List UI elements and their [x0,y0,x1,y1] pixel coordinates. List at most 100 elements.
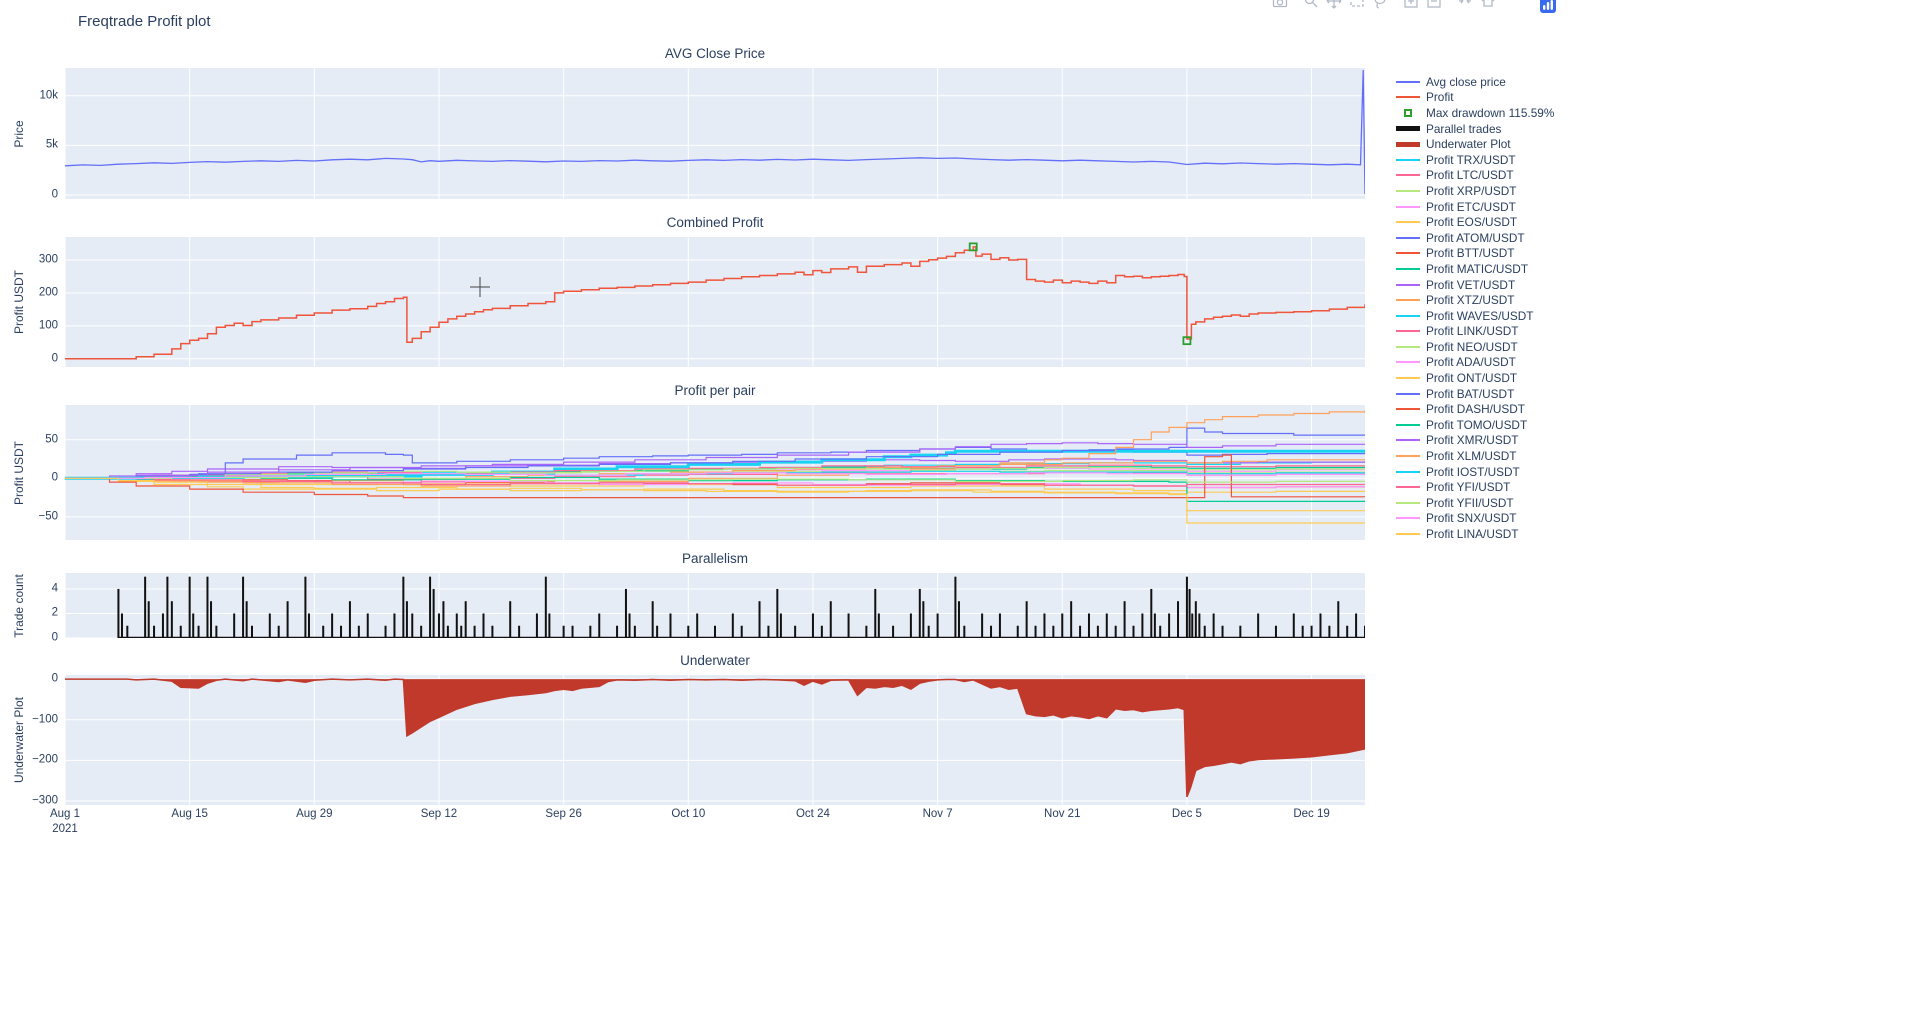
series-profit-xmr-usdt [65,442,1365,479]
subplot-0-plot-area[interactable] [65,68,1365,199]
y-tick-label: 200 [38,286,58,299]
line-swatch [1396,470,1420,473]
legend-label: Profit VET/USDT [1426,277,1516,292]
legend-item-profit-link-usdt[interactable]: Profit LINK/USDT [1396,324,1554,340]
legend-label: Profit BTT/USDT [1426,246,1515,261]
x-tick-label: Nov 7 [922,808,953,820]
legend-item-profit-ltc-usdt[interactable]: Profit LTC/USDT [1396,168,1554,184]
line-swatch [1396,533,1420,536]
zoom-icon[interactable] [1303,0,1319,14]
line-swatch [1396,126,1420,132]
y-tick-label: 4 [51,582,58,595]
legend-item-profit-ont-usdt[interactable]: Profit ONT/USDT [1396,370,1554,386]
max-drawdown-marker [968,242,978,252]
reset-axes-icon[interactable] [1480,0,1496,14]
line-swatch [1396,80,1420,83]
legend-item-avg-close-price[interactable]: Avg close price [1396,74,1554,90]
download-plot-icon[interactable] [1272,0,1288,14]
y-tick-label: −200 [32,753,58,766]
legend-label: Profit XRP/USDT [1426,183,1517,198]
legend-item-profit-etc-usdt[interactable]: Profit ETC/USDT [1396,199,1554,215]
subplot-title-underwater: Underwater [680,653,750,668]
legend-label: Profit TRX/USDT [1426,152,1516,167]
legend-label: Profit NEO/USDT [1426,339,1518,354]
x-tick-label: Oct 10 [671,808,706,820]
legend-item-parallel-trades[interactable]: Parallel trades [1396,121,1554,137]
legend-item-profit-yfii-usdt[interactable]: Profit YFII/USDT [1396,495,1554,511]
series-avg-close-price [65,69,1365,195]
lasso-select-icon[interactable] [1372,0,1388,14]
subplot-4-canvas[interactable] [65,675,1365,805]
legend-item-profit-xtz-usdt[interactable]: Profit XTZ/USDT [1396,292,1554,308]
series-profit-yfi-usdt [65,477,1365,487]
subplot-3-canvas[interactable] [65,573,1365,638]
legend-item-profit-neo-usdt[interactable]: Profit NEO/USDT [1396,339,1554,355]
subplot-title-combined-profit: Combined Profit [666,215,764,230]
legend-item-profit-lina-usdt[interactable]: Profit LINA/USDT [1396,526,1554,542]
legend-item-profit-xrp-usdt[interactable]: Profit XRP/USDT [1396,183,1554,199]
y-tick-label: 5k [45,138,58,151]
legend-item-profit-btt-usdt[interactable]: Profit BTT/USDT [1396,246,1554,262]
legend-item-profit-eos-usdt[interactable]: Profit EOS/USDT [1396,214,1554,230]
subplot-4-plot-area[interactable] [65,675,1365,805]
legend-item-profit-xlm-usdt[interactable]: Profit XLM/USDT [1396,448,1554,464]
line-swatch [1396,392,1420,395]
subplot-1-canvas[interactable] [65,237,1365,367]
legend-item-profit-xmr-usdt[interactable]: Profit XMR/USDT [1396,433,1554,449]
y-tick-label: 50 [45,433,58,446]
markers-max-drawdown-115-59 [968,242,1192,346]
line-swatch [1396,267,1420,270]
legend-item-profit-bat-usdt[interactable]: Profit BAT/USDT [1396,386,1554,402]
y-tick-label: 0 [51,471,58,484]
zoom-in-icon[interactable] [1403,0,1419,14]
legend-label: Profit ETC/USDT [1426,199,1516,214]
legend-item-profit-yfi-usdt[interactable]: Profit YFI/USDT [1396,479,1554,495]
line-swatch [1396,408,1420,411]
autoscale-icon[interactable] [1457,0,1473,14]
box-select-icon[interactable] [1349,0,1365,14]
legend-label: Profit [1426,90,1454,105]
line-swatch [1396,345,1420,348]
legend-item-profit-dash-usdt[interactable]: Profit DASH/USDT [1396,401,1554,417]
subplot-2-plot-area[interactable] [65,405,1365,540]
line-swatch [1396,299,1420,302]
legend-item-profit-matic-usdt[interactable]: Profit MATIC/USDT [1396,261,1554,277]
line-swatch [1396,96,1420,99]
subplot-1-plot-area[interactable] [65,237,1365,367]
line-swatch [1396,174,1420,177]
legend-item-profit-snx-usdt[interactable]: Profit SNX/USDT [1396,511,1554,527]
legend-label: Profit BAT/USDT [1426,386,1515,401]
pan-icon[interactable] [1326,0,1342,14]
series-profit-snx-usdt [65,472,1365,479]
y-tick-label: −100 [32,713,58,726]
legend-item-profit-vet-usdt[interactable]: Profit VET/USDT [1396,277,1554,293]
legend-item-profit-waves-usdt[interactable]: Profit WAVES/USDT [1396,308,1554,324]
legend-item-profit-iost-usdt[interactable]: Profit IOST/USDT [1396,464,1554,480]
legend-label: Profit LINK/USDT [1426,324,1519,339]
legend-item-profit[interactable]: Profit [1396,90,1554,106]
legend-item-underwater-plot[interactable]: Underwater Plot [1396,136,1554,152]
line-swatch [1396,221,1420,224]
legend-label: Profit MATIC/USDT [1426,261,1529,276]
legend-item-profit-tomo-usdt[interactable]: Profit TOMO/USDT [1396,417,1554,433]
line-swatch [1396,439,1420,442]
legend-label: Underwater Plot [1426,137,1511,152]
legend-label: Profit EOS/USDT [1426,215,1518,230]
plotly-logo[interactable] [1540,0,1556,18]
legend-item-profit-atom-usdt[interactable]: Profit ATOM/USDT [1396,230,1554,246]
line-swatch [1396,141,1420,147]
subplot-3-plot-area[interactable] [65,573,1365,638]
x-tick-label: Dec 5 [1171,808,1202,820]
legend-item-profit-ada-usdt[interactable]: Profit ADA/USDT [1396,355,1554,371]
legend-label: Profit YFII/USDT [1426,495,1514,510]
y-tick-label: 2 [51,606,58,619]
subplot-title-avg-close-price: AVG Close Price [664,46,766,61]
line-swatch [1396,423,1420,426]
subplot-2-canvas[interactable] [65,405,1365,540]
zoom-out-icon[interactable] [1426,0,1442,14]
legend-item-profit-trx-usdt[interactable]: Profit TRX/USDT [1396,152,1554,168]
legend-item-max-drawdown-115-59[interactable]: Max drawdown 115.59% [1396,105,1554,121]
subplot-0-canvas[interactable] [65,68,1365,199]
series-profit-dash-usdt [65,454,1365,499]
